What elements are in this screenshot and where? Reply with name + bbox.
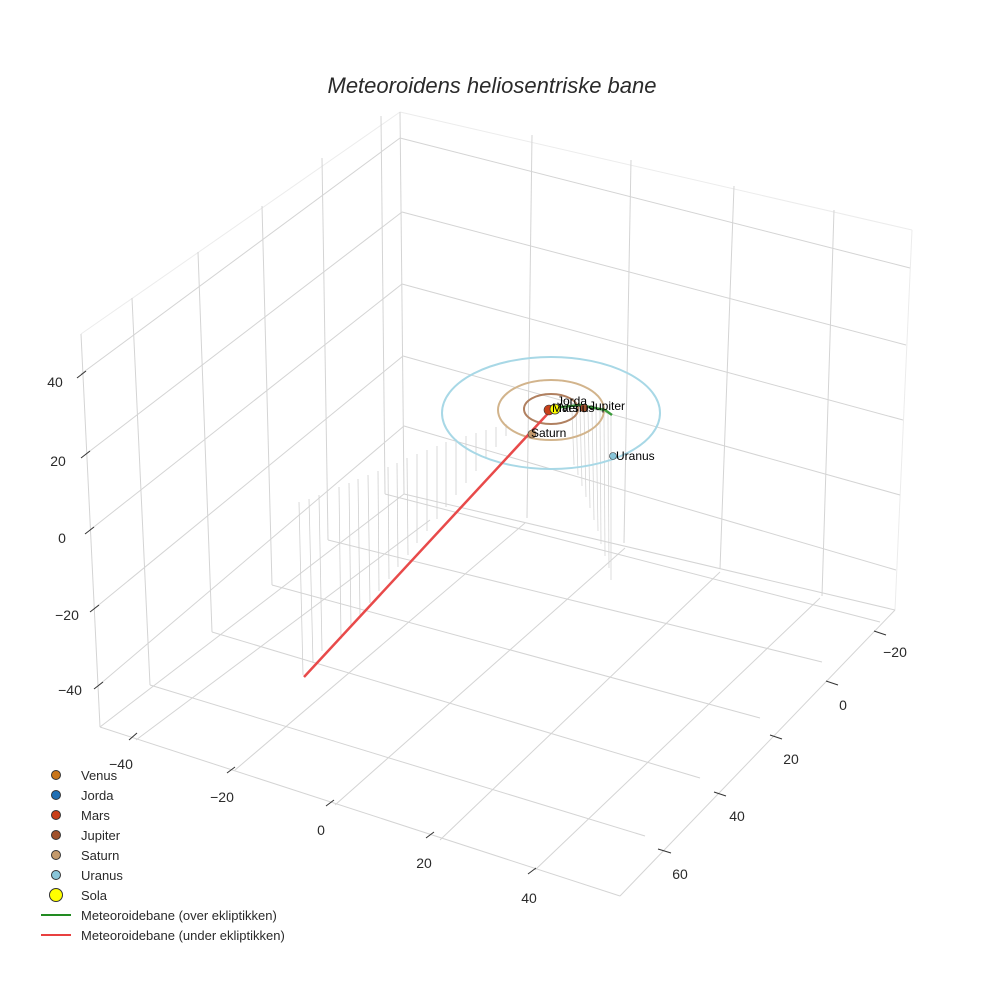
legend: Venus Jorda Mars Jupiter Saturn Uranus S…: [40, 765, 285, 945]
grid-back-left: [80, 111, 405, 728]
y-tick-20: 20: [783, 751, 799, 767]
z-tick-40: 40: [47, 374, 63, 390]
mars-marker-icon: [51, 810, 61, 820]
label-mars: Mars: [552, 401, 579, 415]
grid-back-right: [399, 111, 913, 611]
legend-item-sola[interactable]: Sola: [40, 885, 285, 905]
chart-title: Meteoroidens heliosentriske bane: [327, 73, 657, 98]
x-tick-0: 0: [317, 822, 325, 838]
jupiter-marker-icon: [51, 830, 61, 840]
legend-label: Mars: [81, 807, 110, 823]
legend-item-venus[interactable]: Venus: [40, 765, 285, 785]
label-saturn: Saturn: [531, 426, 566, 440]
x-tick-neg40: −40: [109, 756, 133, 772]
orbit-uranus: [441, 356, 661, 470]
legend-item-saturn[interactable]: Saturn: [40, 845, 285, 865]
y-tick-0: 0: [839, 697, 847, 713]
z-tick-0: 0: [58, 530, 66, 546]
legend-label: Venus: [81, 767, 118, 783]
legend-label: Sola: [81, 887, 108, 903]
y-tick-60: 60: [672, 866, 688, 882]
legend-label: Jorda: [81, 787, 114, 803]
marker-sola[interactable]: [549, 403, 561, 415]
venus-marker-icon: [51, 770, 61, 780]
orbit-jupiter: [523, 393, 579, 425]
grid-floor: [99, 493, 896, 897]
y-tick-40: 40: [729, 808, 745, 824]
legend-label: Meteoroidebane (under ekliptikken): [81, 927, 285, 943]
label-jorda: Jorda: [557, 394, 587, 408]
y-tick-neg20: −20: [883, 644, 907, 660]
x-tick-40: 40: [521, 890, 537, 906]
legend-item-trajectory-over[interactable]: Meteoroidebane (over ekliptikken): [40, 905, 285, 925]
drop-lines-under: [298, 424, 507, 676]
saturn-marker-icon: [51, 850, 61, 860]
z-tick-neg20: −20: [55, 607, 79, 623]
legend-item-jorda[interactable]: Jorda: [40, 785, 285, 805]
z-tick-20: 20: [50, 453, 66, 469]
z-tick-neg40: −40: [58, 682, 82, 698]
uranus-marker-icon: [51, 870, 61, 880]
green-line-icon: [41, 914, 71, 916]
label-uranus: Uranus: [616, 449, 655, 463]
legend-item-mars[interactable]: Mars: [40, 805, 285, 825]
legend-label: Meteoroidebane (over ekliptikken): [81, 907, 277, 923]
red-line-icon: [41, 934, 71, 936]
x-tick-neg20: −20: [210, 789, 234, 805]
legend-label: Uranus: [81, 867, 123, 883]
trajectory-under-ecliptic: [303, 407, 554, 678]
legend-item-jupiter[interactable]: Jupiter: [40, 825, 285, 845]
trajectory-over-ecliptic: [552, 403, 613, 417]
label-jupiter: Jupiter: [589, 399, 625, 413]
x-tick-20: 20: [416, 855, 432, 871]
label-venus: Venus: [561, 401, 594, 415]
legend-item-uranus[interactable]: Uranus: [40, 865, 285, 885]
marker-jupiter[interactable]: [579, 403, 589, 413]
legend-item-trajectory-under[interactable]: Meteoroidebane (under ekliptikken): [40, 925, 285, 945]
sola-marker-icon: [49, 888, 63, 902]
legend-label: Jupiter: [81, 827, 121, 843]
legend-label: Saturn: [81, 847, 120, 863]
marker-uranus[interactable]: [609, 452, 617, 460]
marker-saturn[interactable]: [527, 429, 537, 439]
jorda-marker-icon: [51, 790, 61, 800]
axis-ticks: [76, 370, 887, 875]
